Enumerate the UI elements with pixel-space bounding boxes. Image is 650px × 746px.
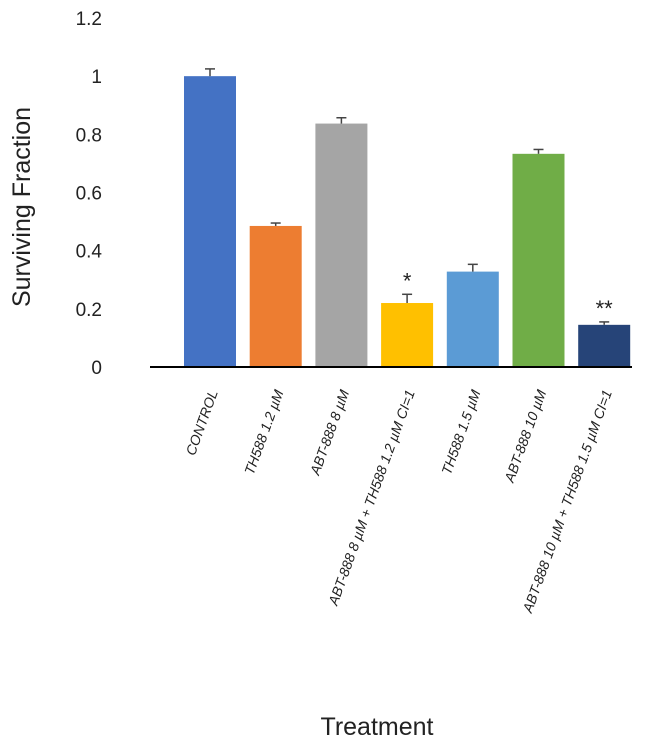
bar-7 [578, 324, 631, 367]
x-tick-label: TH588 1.2 µM [241, 387, 287, 476]
bar-2 [249, 225, 302, 367]
y-axis-title: Surviving Fraction [8, 107, 36, 307]
bar-6 [512, 153, 565, 367]
bar-3 [315, 123, 368, 367]
x-axis-title: Treatment [320, 713, 433, 741]
y-tick-label: 1.2 [76, 9, 102, 30]
y-axis-ticks: 0 0.2 0.4 0.6 0.8 1 1.2 [76, 9, 103, 379]
y-tick-label: 0.6 [76, 184, 102, 205]
x-tick-label: ABT-888 10 µM [501, 387, 550, 485]
bars [184, 76, 631, 368]
bar-5 [446, 271, 499, 367]
x-tick-label: ABT-888 8 µM [306, 387, 352, 478]
y-tick-label: 0.2 [76, 300, 102, 321]
y-tick-label: 1 [91, 67, 102, 88]
y-tick-label: 0.4 [76, 242, 103, 263]
significance-markers: *** [403, 268, 613, 321]
y-tick-label: 0.8 [76, 125, 102, 146]
bar-4 [381, 303, 434, 367]
x-tick-label: TH588 1.5 µM [438, 387, 484, 476]
error-bars [205, 68, 610, 325]
x-tick-label: CONTROL [182, 388, 220, 458]
significance-marker: * [403, 268, 412, 293]
significance-marker: ** [596, 296, 614, 321]
y-tick-label: 0 [91, 358, 102, 379]
bar-1 [184, 76, 236, 368]
